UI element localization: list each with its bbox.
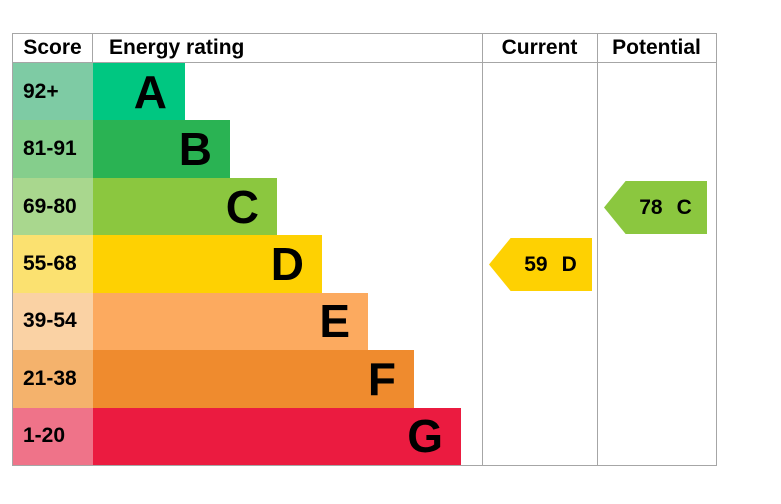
band-bar-f: F (93, 350, 414, 408)
potential-score: 78 (639, 195, 663, 219)
band-row-c: 69-80 C (13, 177, 716, 236)
table-header: Score Energy rating Current Potential (13, 34, 716, 63)
band-area: F (93, 350, 482, 408)
current-rating-marker: 59 D (489, 238, 592, 291)
band-bar-a: A (93, 63, 185, 121)
current-score: 59 (524, 252, 548, 276)
band-bar-d: D (93, 235, 322, 293)
column-header-energy-rating: Energy rating (109, 36, 245, 59)
potential-letter: C (676, 195, 692, 219)
band-letter-f: F (367, 352, 396, 405)
potential-column-divider (597, 34, 598, 465)
band-letter-g: G (407, 410, 443, 463)
band-letter-e: E (319, 295, 350, 348)
band-rows: 92+ A 81-91 B 69-80 C 5 (13, 63, 716, 465)
column-header-potential: Potential (612, 36, 701, 59)
score-range-c: 69-80 (13, 177, 93, 236)
current-column-divider (482, 34, 483, 465)
band-bar-c: C (93, 177, 277, 236)
score-range-f: 21-38 (13, 350, 93, 408)
column-header-current: Current (501, 36, 578, 59)
band-letter-a: A (133, 65, 167, 118)
band-row-e: 39-54 E (13, 292, 716, 351)
current-letter: D (561, 252, 577, 276)
score-range-a: 92+ (13, 63, 93, 121)
score-range-g: 1-20 (13, 407, 93, 465)
score-range-b: 81-91 (13, 120, 93, 178)
band-area: D (93, 235, 482, 293)
score-range-e: 39-54 (13, 292, 93, 351)
band-area: B (93, 120, 482, 178)
band-area: G (93, 407, 482, 465)
band-letter-c: C (225, 180, 259, 233)
score-range-d: 55-68 (13, 235, 93, 293)
band-row-d: 55-68 D (13, 235, 716, 293)
band-row-b: 81-91 B (13, 120, 716, 178)
band-row-f: 21-38 F (13, 350, 716, 408)
band-row-g: 1-20 G (13, 407, 716, 465)
band-letter-d: D (270, 237, 304, 290)
epc-rating-table: Score Energy rating Current Potential 92… (12, 33, 717, 466)
band-letter-b: B (178, 123, 212, 176)
band-row-a: 92+ A (13, 63, 716, 121)
band-area: E (93, 292, 482, 351)
band-area: A (93, 63, 482, 121)
band-bar-b: B (93, 120, 230, 178)
band-bar-g: G (93, 407, 461, 465)
band-area: C (93, 177, 482, 236)
potential-rating-marker: 78 C (604, 181, 707, 234)
column-header-score: Score (13, 34, 93, 62)
band-bar-e: E (93, 292, 368, 351)
